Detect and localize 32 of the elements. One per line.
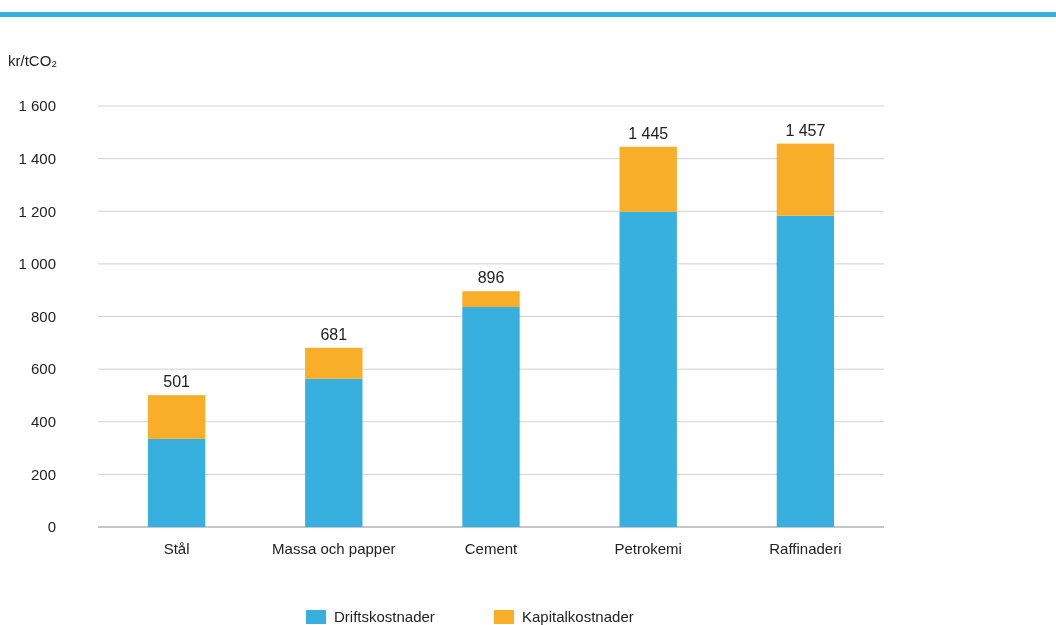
bar bbox=[619, 146, 677, 212]
legend-label: Driftskostnader bbox=[334, 608, 435, 625]
x-tick-label: Cement bbox=[464, 540, 519, 557]
total-label: 501 bbox=[163, 373, 191, 391]
y-tick-label: 200 bbox=[30, 465, 56, 483]
bar bbox=[147, 395, 206, 439]
y-tick-label: 0 bbox=[47, 518, 56, 536]
bar bbox=[619, 211, 677, 527]
y-tick-label: 1 600 bbox=[18, 97, 56, 115]
x-tick-label: Massa och papper bbox=[272, 540, 396, 557]
bar bbox=[462, 307, 520, 527]
total-label: 896 bbox=[477, 269, 505, 287]
bar bbox=[776, 143, 835, 216]
y-tick-label: 1 400 bbox=[18, 149, 56, 167]
x-tick-label: Stål bbox=[163, 540, 190, 557]
y-tick-label: 1 200 bbox=[18, 202, 56, 220]
legend-label: Kapitalkostnader bbox=[522, 608, 634, 625]
total-label: 681 bbox=[320, 325, 348, 343]
bar bbox=[776, 215, 835, 527]
y-tick-label: 600 bbox=[30, 360, 56, 378]
bar bbox=[462, 291, 520, 308]
y-tick-label: 1 000 bbox=[18, 255, 56, 273]
y-tick-label: 800 bbox=[30, 307, 56, 325]
x-tick-label: Raffinaderi bbox=[769, 540, 842, 557]
total-label: 1 457 bbox=[785, 121, 826, 139]
x-tick-label: Petrokemi bbox=[614, 540, 682, 557]
bar bbox=[147, 438, 206, 527]
y-axis-title: kr/tCO₂ bbox=[8, 52, 58, 69]
y-tick-label: 400 bbox=[30, 413, 56, 430]
total-label: 1 445 bbox=[628, 124, 669, 142]
bar bbox=[305, 378, 363, 527]
bar bbox=[305, 347, 363, 379]
